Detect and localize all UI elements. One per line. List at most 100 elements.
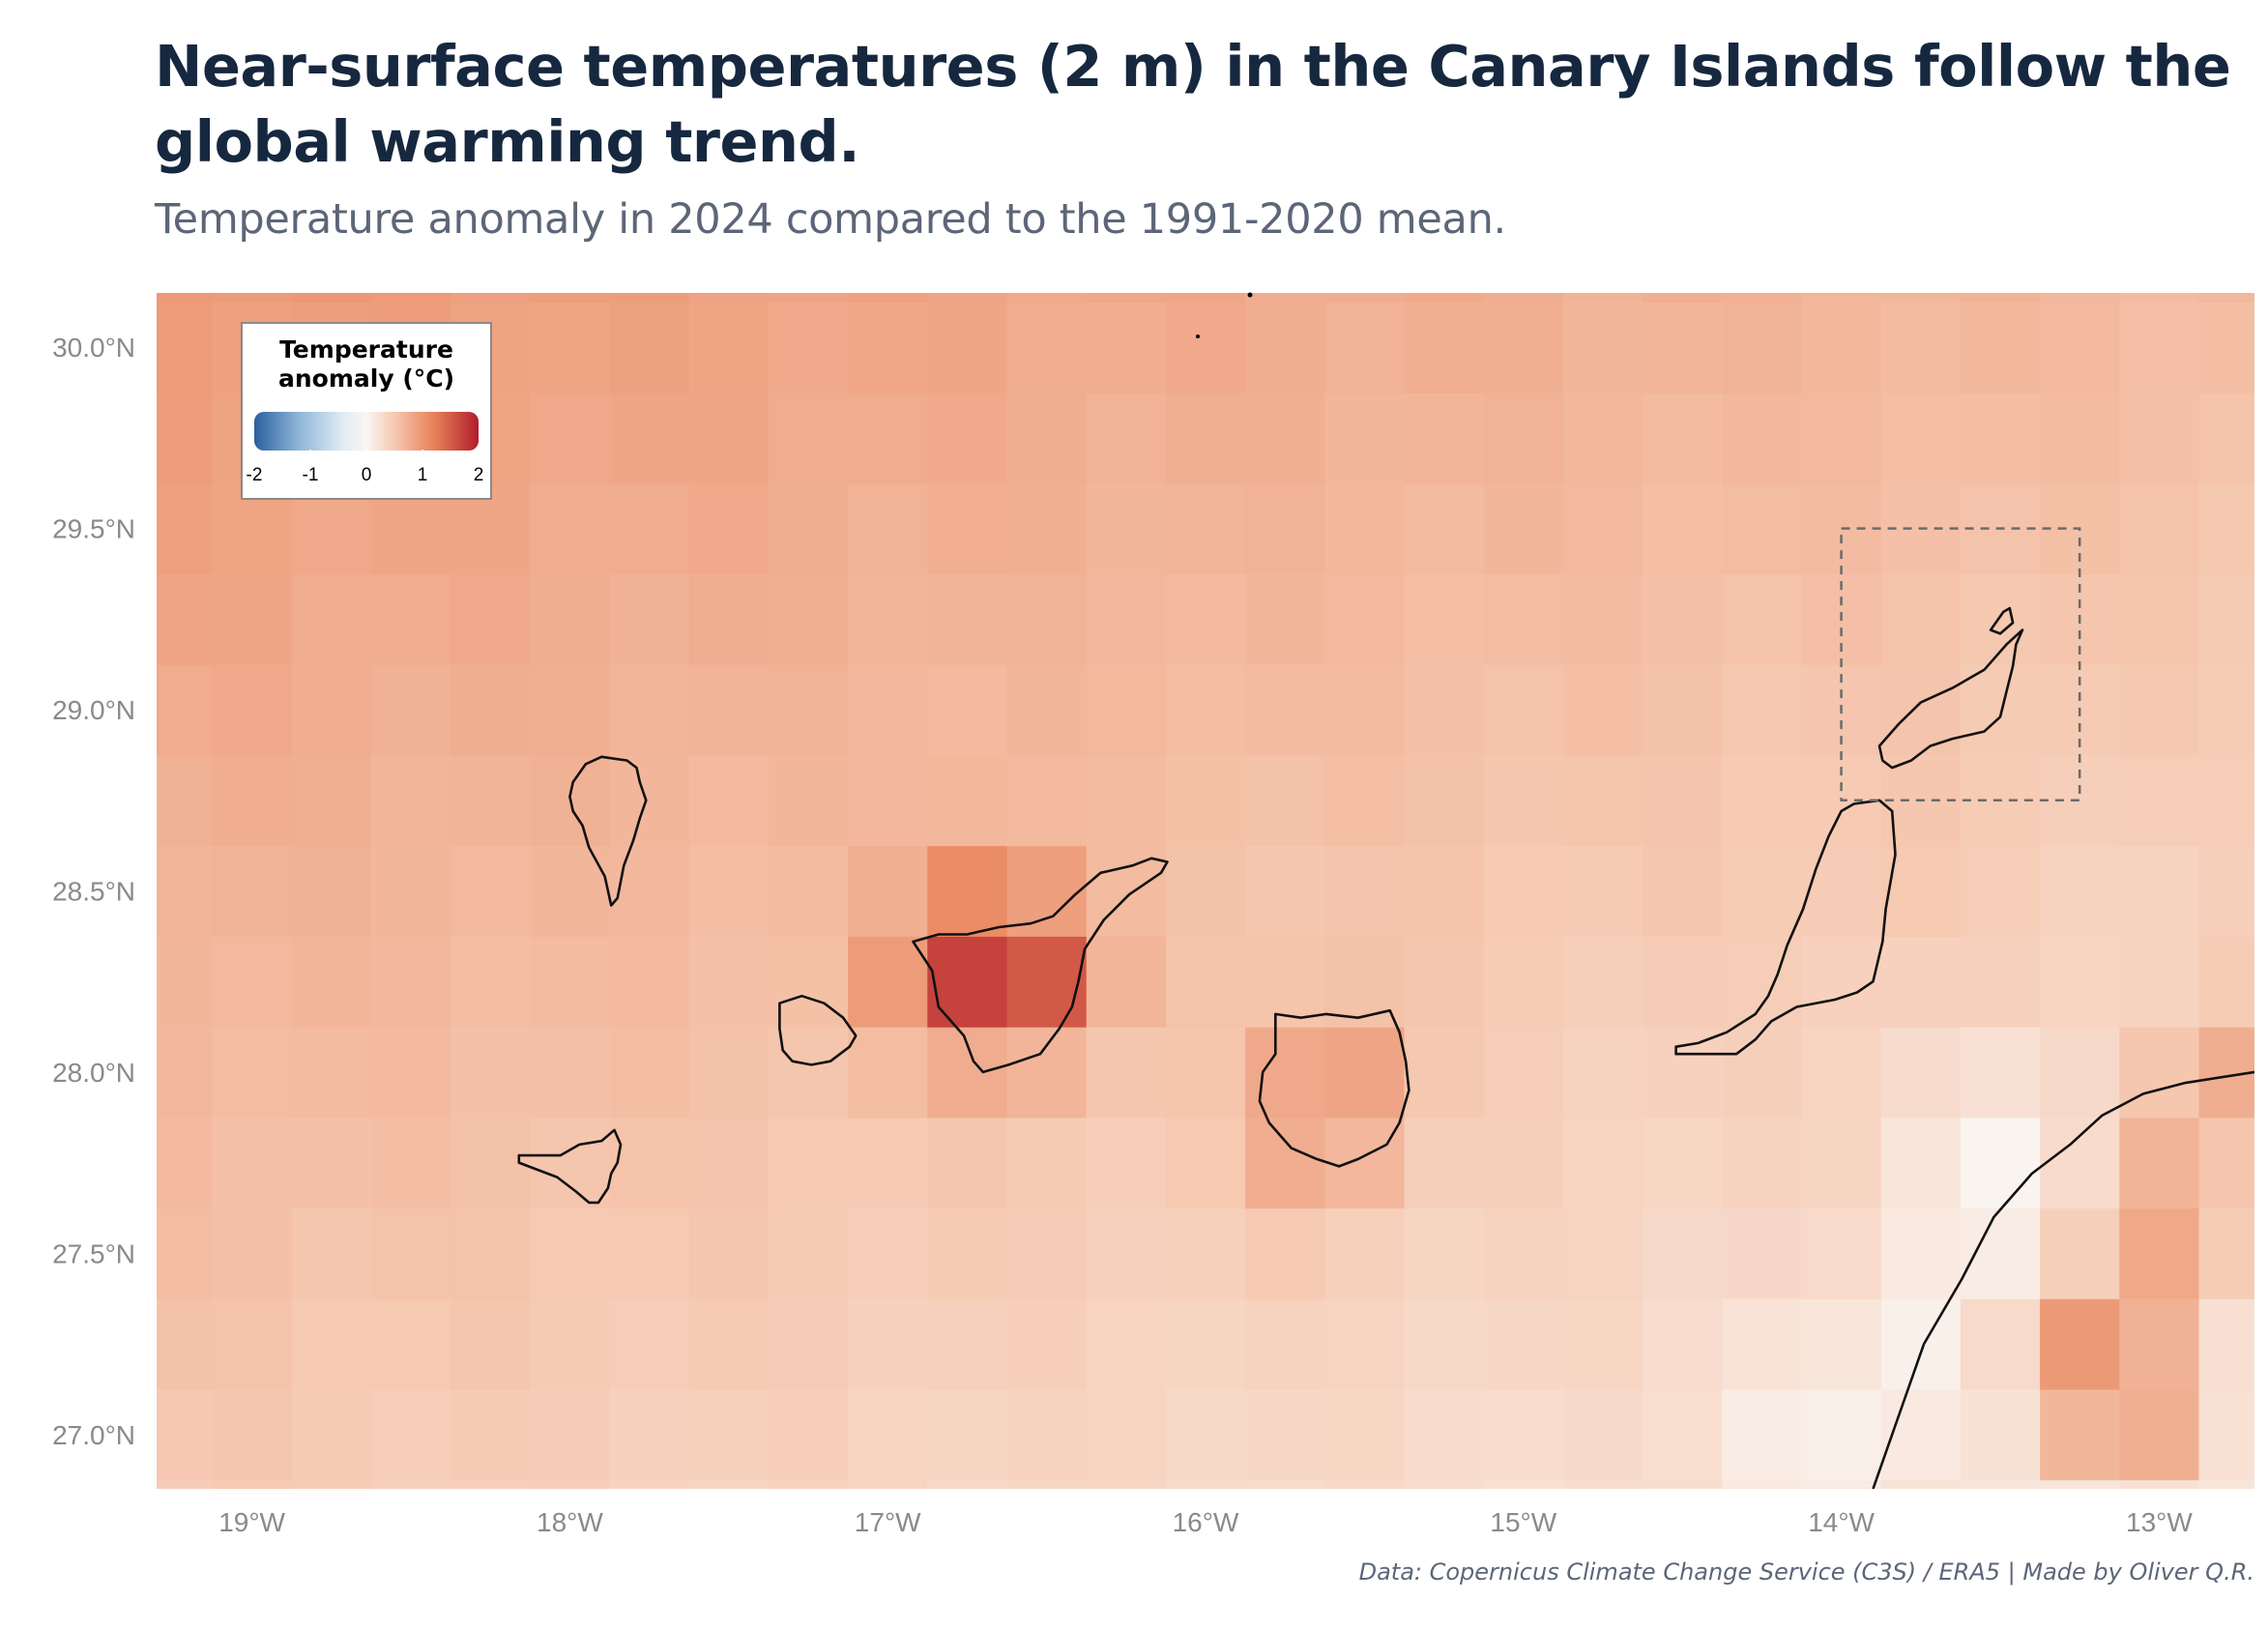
raster-cell <box>768 1117 849 1209</box>
raster-cell <box>1165 1208 1246 1299</box>
raster-cell <box>609 393 690 484</box>
raster-cell <box>157 664 214 756</box>
raster-cell <box>1006 1027 1088 1119</box>
raster-cell <box>1722 1388 1803 1481</box>
raster-cell <box>609 936 690 1028</box>
raster-cell <box>1722 845 1803 937</box>
raster-cell <box>1880 302 1962 393</box>
coastline-african-coast <box>1872 1070 2254 1489</box>
raster-cell <box>1483 573 1564 665</box>
raster-cell <box>927 573 1008 665</box>
raster-cell <box>2119 754 2200 847</box>
raster-cell <box>1722 393 1803 484</box>
raster-cell <box>1880 845 1962 937</box>
raster-cell <box>1165 482 1246 575</box>
raster-cell <box>848 1298 928 1390</box>
raster-cell <box>1643 121 1723 212</box>
raster-cell <box>927 121 1007 212</box>
raster-cell <box>451 1027 531 1119</box>
raster-cell <box>1324 845 1406 937</box>
raster-cell <box>848 1479 928 1489</box>
raster-cell <box>2198 664 2254 756</box>
raster-cell <box>2198 1479 2254 1489</box>
raster-cell <box>1643 573 1723 665</box>
raster-cell <box>212 1479 293 1489</box>
raster-cell <box>1086 293 1167 303</box>
raster-cell <box>768 393 849 484</box>
raster-cell <box>1643 1117 1723 1209</box>
raster-cell <box>530 293 611 303</box>
raster-cell <box>530 845 611 937</box>
raster-cell <box>848 1117 928 1209</box>
raster-cell <box>1245 1388 1325 1481</box>
legend-tick <box>422 450 423 456</box>
legend-tick <box>309 450 311 456</box>
raster-cell <box>2119 1117 2200 1209</box>
raster-cell <box>2119 845 2200 937</box>
raster-cell <box>1880 573 1962 665</box>
raster-cell <box>848 393 928 484</box>
raster-cell <box>1643 1298 1723 1390</box>
raster-cell <box>1562 293 1643 303</box>
raster-cell <box>688 1208 770 1299</box>
raster-cell <box>157 1388 214 1481</box>
raster-cell <box>1880 1298 1962 1390</box>
raster-cell <box>1245 393 1325 484</box>
raster-cell <box>1801 1117 1882 1209</box>
x-tick-label: 13°W <box>2126 1507 2193 1537</box>
y-tick-label: 29.5°N <box>52 514 135 544</box>
coastline-la-palma <box>568 755 648 907</box>
raster-cell <box>1643 754 1723 847</box>
raster-cell <box>848 302 928 393</box>
raster-cell <box>768 754 849 847</box>
raster-cell <box>1006 664 1088 756</box>
raster-cell <box>848 1027 928 1119</box>
raster-cell <box>291 936 372 1028</box>
raster-cell <box>53 755 133 846</box>
raster-cell <box>1404 302 1485 393</box>
raster-cell <box>53 121 133 212</box>
raster-cell <box>1562 1117 1643 1209</box>
raster-cell <box>1722 1479 1803 1489</box>
raster-cell <box>291 664 372 756</box>
raster-cell <box>1960 1208 2041 1299</box>
raster-cell <box>1165 573 1246 665</box>
raster-cell <box>1880 1479 1962 1489</box>
raster-cell <box>1245 293 1325 303</box>
raster-cell <box>1086 754 1167 847</box>
raster-cell <box>1801 1027 1882 1119</box>
raster-cell <box>1562 664 1643 756</box>
raster-cell <box>1722 1298 1803 1390</box>
raster-cell <box>530 936 611 1028</box>
raster-cell <box>769 121 849 212</box>
raster-cell <box>1404 1479 1485 1489</box>
legend-colorbar <box>254 412 479 451</box>
raster-cell <box>1881 121 1962 212</box>
raster-cell <box>1483 1298 1564 1390</box>
raster-cell <box>768 845 849 937</box>
x-tick-label: 17°W <box>855 1507 921 1537</box>
raster-cell <box>1006 1298 1088 1390</box>
legend-tick-label: 0 <box>361 465 372 485</box>
y-tick-label: 28.5°N <box>52 877 135 907</box>
raster-cell <box>1006 845 1088 937</box>
raster-cell <box>2040 936 2120 1028</box>
raster-cell <box>2198 1298 2254 1390</box>
raster-cell <box>1245 754 1325 847</box>
raster-cell <box>2040 1479 2120 1489</box>
raster-cell <box>1404 482 1485 575</box>
raster-cell <box>1404 1117 1485 1209</box>
raster-cell <box>1960 393 2041 484</box>
raster-cell <box>1722 482 1803 575</box>
raster-cell <box>1324 393 1406 484</box>
raster-cell <box>53 1480 133 1571</box>
raster-cell <box>1880 393 1962 484</box>
raster-cell <box>1801 1298 1882 1390</box>
raster-cell <box>1801 302 1882 393</box>
raster-cell <box>1245 936 1325 1028</box>
raster-cell <box>927 293 1008 303</box>
raster-cell <box>609 1117 690 1209</box>
y-axis: 30.0°N 29.5°N 29.0°N 28.5°N 28.0°N 27.5°N 27.0… <box>52 333 135 1450</box>
raster-cell <box>2198 936 2254 1028</box>
raster-cell <box>1324 482 1406 575</box>
